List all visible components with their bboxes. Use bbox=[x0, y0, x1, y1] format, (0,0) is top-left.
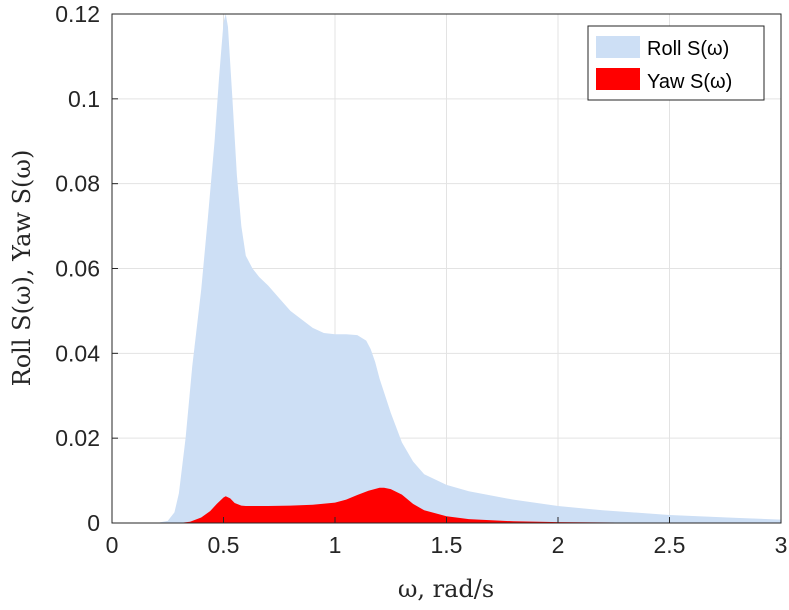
y-tick-label: 0.02 bbox=[55, 425, 100, 451]
y-tick-label: 0.08 bbox=[55, 171, 100, 197]
x-tick-label: 2.5 bbox=[654, 532, 686, 558]
legend-swatch-roll bbox=[596, 36, 640, 58]
y-axis-label: Roll S(ω), Yaw S(ω) bbox=[8, 150, 36, 387]
x-tick-label: 0.5 bbox=[208, 532, 240, 558]
tick-labels: 0 0.5 1 1.5 2 2.5 3 0 0.02 0.04 0.06 0.08 0.1 0.12 bbox=[55, 1, 787, 558]
y-tick-label: 0.1 bbox=[68, 86, 100, 112]
y-tick-label: 0.04 bbox=[55, 340, 100, 366]
x-axis-label: ω, rad/s bbox=[398, 575, 494, 603]
series-area-yaw bbox=[112, 487, 781, 523]
legend-label-roll: Roll S(ω) bbox=[647, 38, 729, 60]
axes bbox=[111, 13, 782, 524]
series-area-roll bbox=[112, 14, 781, 523]
x-tick-label: 1 bbox=[329, 532, 342, 558]
y-tick-label: 0.12 bbox=[55, 1, 100, 27]
legend-swatch-yaw bbox=[596, 68, 640, 90]
y-tick-label: 0 bbox=[87, 510, 100, 536]
x-tick-label: 0 bbox=[106, 532, 119, 558]
x-tick-label: 1.5 bbox=[431, 532, 463, 558]
legend: Roll S(ω) Yaw S(ω) bbox=[587, 25, 765, 101]
plot-areas bbox=[112, 14, 781, 523]
x-tick-label: 3 bbox=[775, 532, 788, 558]
x-tick-label: 2 bbox=[552, 532, 565, 558]
legend-label-yaw: Yaw S(ω) bbox=[647, 71, 732, 93]
y-tick-label: 0.06 bbox=[55, 256, 100, 282]
